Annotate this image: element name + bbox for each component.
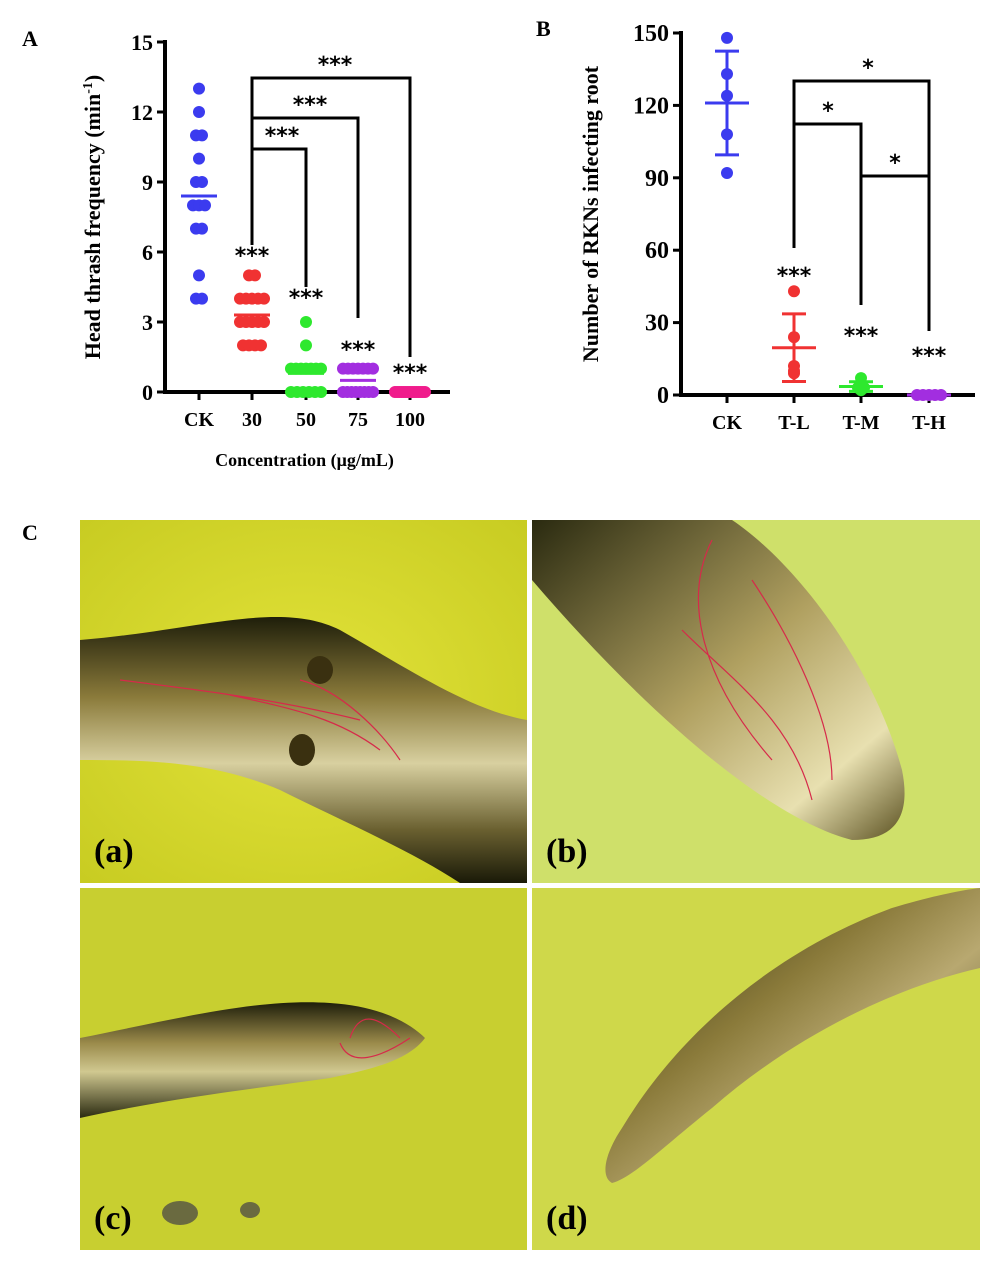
- data-point: [193, 269, 205, 282]
- comparison-label: *: [862, 56, 874, 81]
- y-tick-label: 150: [633, 21, 669, 47]
- y-tick-label: 9: [142, 170, 153, 195]
- significance-stars: ***: [844, 324, 879, 349]
- data-point: [721, 166, 733, 179]
- comparison-label: ***: [265, 124, 300, 149]
- y-tick-label: 6: [142, 240, 153, 265]
- data-point: [367, 362, 379, 375]
- micrograph-d: (d): [532, 888, 980, 1250]
- data-point: [196, 129, 208, 142]
- data-point: [721, 31, 733, 44]
- y-tick-label: 30: [645, 311, 669, 337]
- y-axis-label: Number of RKNs infecting root: [578, 65, 603, 362]
- photo-label-b: (b): [546, 833, 588, 870]
- photo-label-a: (a): [94, 833, 134, 870]
- panel-letter-a: A: [22, 26, 38, 51]
- y-tick-label: 0: [657, 383, 669, 409]
- data-point: [258, 292, 270, 305]
- data-point: [193, 106, 205, 118]
- y-axis-label: Head thrash frequency (min-1): [80, 75, 105, 359]
- x-tick-label: T-L: [778, 412, 810, 434]
- charts-area: 0 3 6 9 12 15 CK 30 50 75 100 Head thrash frequency…: [80, 21, 975, 470]
- photo-label-c: (c): [94, 1200, 132, 1237]
- micrograph-c: (c): [80, 888, 527, 1250]
- y-tick-label: 15: [131, 30, 153, 55]
- significance-stars: ***: [393, 361, 428, 386]
- x-axis-label: Concentration (μg/mL): [215, 450, 394, 470]
- y-tick-label: 60: [645, 238, 669, 264]
- significance-stars: ***: [235, 244, 270, 269]
- comparison-label: ***: [293, 93, 328, 118]
- data-point: [193, 152, 205, 165]
- data-point: [367, 386, 379, 398]
- data-point: [199, 199, 211, 212]
- data-point: [193, 82, 205, 95]
- data-point: [255, 339, 267, 352]
- root-image-a: [80, 520, 527, 883]
- panel-letter-b: B: [536, 16, 551, 41]
- data-point: [788, 285, 800, 298]
- x-tick-label: 75: [348, 409, 368, 431]
- x-tick-label: T-H: [912, 412, 946, 434]
- comparison-bracket: [859, 174, 931, 331]
- x-tick-label: 30: [242, 409, 262, 431]
- y-tick-label: 12: [131, 100, 153, 125]
- significance-stars: ***: [777, 264, 812, 289]
- y-tick-label: 120: [633, 93, 669, 119]
- significance-stars: ***: [341, 338, 376, 363]
- comparison-bracket: [250, 147, 308, 287]
- data-point: [258, 316, 270, 328]
- comparison-label: ***: [318, 53, 353, 78]
- data-point: [196, 222, 208, 235]
- data-point: [196, 292, 208, 305]
- x-tick-label: T-M: [842, 412, 879, 434]
- root-image-c: [80, 888, 527, 1250]
- panel-letter-c: C: [22, 520, 38, 545]
- micrograph-b: (b): [532, 520, 980, 883]
- x-tick-label: CK: [712, 412, 742, 434]
- y-tick-label: 0: [142, 380, 153, 405]
- y-tick-label: 90: [645, 166, 669, 192]
- x-tick-label: 50: [296, 409, 316, 431]
- data-point: [196, 176, 208, 188]
- y-tick-label: 3: [142, 310, 153, 335]
- x-tick-label: 100: [395, 409, 425, 431]
- root-image-b: [532, 520, 980, 883]
- significance-stars: ***: [289, 286, 324, 311]
- data-point: [315, 386, 327, 398]
- comparison-label: *: [822, 99, 834, 124]
- photo-label-d: (d): [546, 1200, 588, 1237]
- data-point: [249, 269, 261, 282]
- data-point: [300, 339, 312, 352]
- comparison-bracket: [250, 76, 412, 357]
- micrograph-a: (a): [80, 520, 527, 883]
- data-point: [315, 362, 327, 375]
- root-image-d: [532, 888, 980, 1250]
- comparison-label: *: [889, 151, 901, 176]
- x-tick-label: CK: [184, 409, 214, 431]
- data-point: [300, 316, 312, 328]
- significance-stars: ***: [912, 344, 947, 369]
